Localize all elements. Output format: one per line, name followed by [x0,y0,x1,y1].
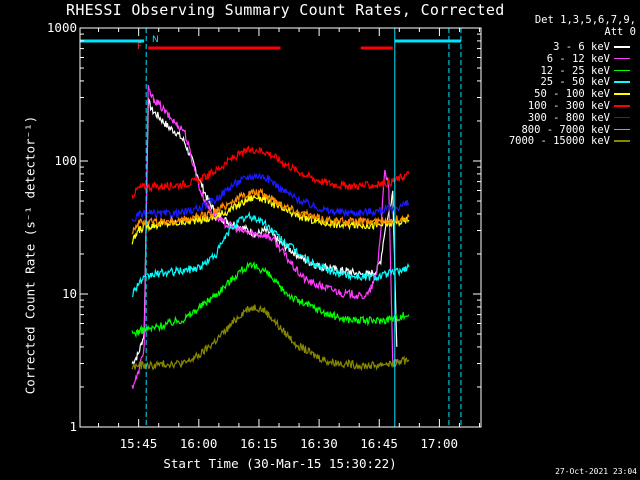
x-tick-label-3: 16:30 [300,436,338,451]
legend-swatch-4 [614,93,630,95]
legend-swatch-3 [614,81,630,83]
x-tick-label-0: 15:45 [119,436,158,451]
legend-item-7: 800 - 7000 keV [484,123,636,136]
legend-label-1: 6 - 12 keV [546,52,610,65]
legend-item-3: 25 - 50 keV [484,76,636,89]
legend-swatch-5 [614,105,630,107]
legend-label-2: 12 - 25 keV [540,64,610,77]
night-flag-label: N [152,35,159,45]
legend-swatch-8 [614,140,630,142]
legend-item-0: 3 - 6 keV [484,41,636,53]
x-tick-label-5: 17:00 [420,436,459,451]
overlay-layer [79,28,462,427]
x-tick-label-2: 16:15 [239,436,278,451]
detector-info-line-1: Det 1,3,5,6,7,9, [534,14,636,26]
x-tick-label-1: 16:00 [179,436,218,451]
legend-item-2: 12 - 25 keV [484,64,636,77]
x-tick-label-4: 16:45 [360,436,398,451]
legend-swatch-2 [614,69,630,72]
legend-label-6: 300 - 800 keV [527,111,610,124]
legend-swatch-7 [614,128,630,131]
legend-item-8: 7000 - 15000 keV [484,135,636,148]
y-tick-label-1: 10 [61,286,77,301]
series-line-1 [131,84,398,389]
y-tick-label-3: 1000 [46,20,77,35]
series-line-8 [131,304,410,372]
legend-swatch-6 [614,116,630,119]
y-tick-label-2: 100 [54,153,77,168]
series-line-6 [131,171,410,222]
flare-flag-label: F [137,42,143,52]
legend-label-3: 25 - 50 keV [540,76,610,89]
detector-info-line-2: Att 0 [604,26,636,38]
series-layer [131,84,410,389]
legend-item-6: 300 - 800 keV [484,111,636,124]
x-axis-label: Start Time (30-Mar-15 15:30:22) [163,456,397,471]
legend-label-0: 3 - 6 keV [553,41,610,53]
legend-label-8: 7000 - 15000 keV [508,135,610,148]
series-line-3 [131,210,410,298]
series-line-0 [131,97,398,367]
series-line-5 [131,145,410,200]
y-axis-label: Corrected Count Rate (s⁻¹ detector⁻¹) [22,115,38,395]
legend-swatch-1 [614,57,630,60]
y-tick-label-0: 1 [69,419,77,434]
legend-item-4: 50 - 100 keV [484,88,636,101]
legend-item-1: 6 - 12 keV [484,52,636,65]
chart-title: RHESSI Observing Summary Count Rates, Co… [66,1,505,19]
generation-timestamp: 27-Oct-2021 23:04 [555,467,637,476]
legend-swatch-0 [614,46,630,48]
plot-frame [79,27,482,428]
series-line-2 [131,261,410,339]
legend-label-4: 50 - 100 keV [534,88,610,101]
legend-label-7: 800 - 7000 keV [521,123,610,136]
series-line-7 [131,187,410,235]
legend-label-5: 100 - 300 keV [527,100,610,112]
legend-item-5: 100 - 300 keV [484,100,636,112]
tick-layer [80,28,481,428]
